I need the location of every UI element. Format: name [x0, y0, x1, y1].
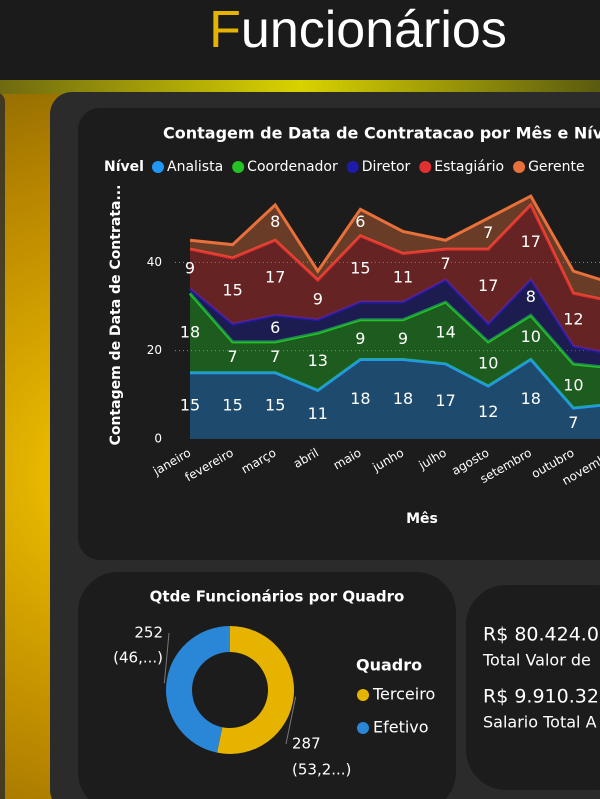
kpi-label: Salario Total A: [483, 713, 597, 732]
data-label: 8: [526, 287, 536, 306]
data-label: 15: [222, 281, 242, 300]
legend-marker: [357, 722, 369, 734]
legend-marker: [232, 161, 245, 173]
leader-line: [285, 696, 297, 745]
data-label: 17: [435, 391, 455, 410]
header-bar: [0, 0, 600, 80]
legend-label: Analista: [167, 159, 223, 175]
legend-label: Coordenador: [247, 159, 338, 175]
donut-slice: [165, 626, 230, 753]
data-label: 15: [222, 395, 242, 414]
data-label: 9: [355, 329, 365, 348]
percent-label: (53,2...): [292, 761, 351, 779]
legend-label: Gerente: [528, 159, 585, 175]
legend-label: Diretor: [362, 159, 411, 175]
background-band: [0, 80, 600, 94]
data-label: 17: [265, 267, 285, 286]
data-label: 9: [185, 258, 195, 277]
data-label: 7: [228, 347, 238, 366]
side-panel: [0, 93, 5, 799]
data-label: 9: [313, 289, 323, 308]
legend-label: Estagiário: [434, 159, 504, 175]
area-fill: [190, 196, 600, 299]
legend-marker: [346, 161, 359, 173]
data-label: 18: [521, 389, 541, 408]
data-label: 7: [270, 347, 280, 366]
data-label: 13: [308, 351, 328, 370]
x-axis-label: Mês: [406, 511, 438, 527]
area-line: [189, 202, 600, 301]
area-chart-card: [78, 108, 600, 560]
data-label: 15: [265, 395, 285, 414]
data-label: 10: [521, 327, 541, 346]
data-label: 12: [478, 402, 498, 421]
legend-title: Quadro: [356, 656, 422, 675]
data-label: 12: [563, 309, 583, 328]
legend-marker: [152, 161, 164, 173]
data-label: 8: [270, 212, 280, 231]
data-label: 7: [568, 413, 578, 432]
kpi-card: [466, 585, 600, 790]
data-label: 6: [355, 212, 365, 231]
data-label: 18: [350, 389, 370, 408]
area-line: [189, 194, 600, 282]
y-tick-label: 0: [154, 432, 162, 446]
data-label: 11: [393, 267, 413, 286]
data-label: 6: [270, 318, 280, 337]
area-fill: [190, 280, 600, 367]
data-label: 17: [521, 232, 541, 251]
data-label: 18: [393, 389, 413, 408]
area-line: [189, 277, 600, 354]
legend-label: Efetivo: [373, 718, 429, 737]
data-label: 9: [398, 329, 408, 348]
area-fill: [190, 359, 600, 439]
data-label: 18: [180, 323, 200, 342]
data-label: 15: [350, 258, 370, 277]
leader-line: [163, 632, 170, 684]
data-label: 11: [308, 404, 328, 423]
legend-title: Nível: [104, 159, 144, 175]
legend-label: Terceiro: [372, 685, 435, 704]
data-label: 7: [483, 223, 493, 242]
y-tick-label: 20: [147, 343, 162, 357]
data-label: 10: [478, 353, 498, 372]
legend-marker: [357, 689, 369, 701]
chart-title: Contagem de Data de Contratacao por Mês …: [163, 124, 600, 143]
y-tick-label: 40: [147, 255, 162, 269]
kpi-label: Total Valor de: [482, 651, 591, 670]
area-line: [190, 357, 600, 410]
legend-marker: [419, 161, 432, 173]
area-fill: [190, 204, 600, 352]
data-label: 14: [435, 323, 455, 342]
data-label: 10: [563, 376, 583, 395]
data-label: 17: [478, 276, 498, 295]
legend-marker: [513, 161, 526, 173]
data-label: 252: [134, 624, 163, 642]
data-label: 15: [180, 395, 200, 414]
kpi-value: R$ 80.424.00: [483, 624, 600, 646]
data-label: 287: [292, 735, 321, 753]
kpi-value: R$ 9.910.326: [483, 686, 600, 708]
donut-chart-card: [78, 572, 456, 799]
chart-title: Qtde Funcionários por Quadro: [150, 588, 405, 606]
percent-label: (46,...): [113, 649, 163, 667]
page-title: Funcionários: [209, 1, 507, 59]
donut-slice: [217, 626, 294, 755]
area-fill: [190, 293, 600, 409]
data-label: 7: [441, 254, 451, 273]
area-line: [188, 292, 600, 369]
y-axis-label: Contagem de Data de Contrata...: [108, 185, 124, 446]
